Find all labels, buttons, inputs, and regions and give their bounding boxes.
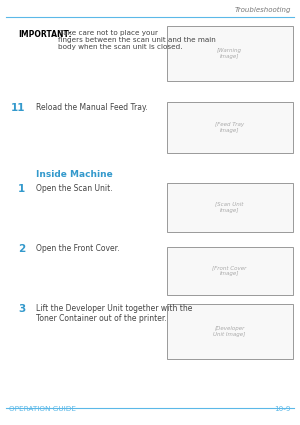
Text: Troubleshooting: Troubleshooting <box>235 7 291 13</box>
Text: [Feed Tray
Image]: [Feed Tray Image] <box>215 122 244 133</box>
Text: Open the Front Cover.: Open the Front Cover. <box>36 244 119 253</box>
Text: [Front Cover
Image]: [Front Cover Image] <box>212 266 247 276</box>
Text: 1: 1 <box>18 184 26 194</box>
Bar <box>167 26 292 81</box>
Text: Open the Scan Unit.: Open the Scan Unit. <box>36 184 112 193</box>
Bar <box>167 183 292 232</box>
Text: 3: 3 <box>18 304 26 314</box>
Text: OPERATION GUIDE: OPERATION GUIDE <box>9 406 76 412</box>
Text: 11: 11 <box>11 103 26 113</box>
Bar <box>167 246 292 295</box>
Text: Inside Machine: Inside Machine <box>36 170 113 179</box>
Text: Take care not to place your
fingers between the scan unit and the main
body when: Take care not to place your fingers betw… <box>58 30 216 50</box>
Bar <box>167 304 292 359</box>
Bar <box>167 102 292 153</box>
Text: 2: 2 <box>18 244 26 255</box>
Text: [Scan Unit
Image]: [Scan Unit Image] <box>215 202 244 212</box>
Text: Lift the Developer Unit together with the
Toner Container out of the printer.: Lift the Developer Unit together with th… <box>36 304 192 323</box>
Text: IMPORTANT:: IMPORTANT: <box>18 30 72 39</box>
Text: [Warning
Image]: [Warning Image] <box>217 48 242 59</box>
Text: Reload the Manual Feed Tray.: Reload the Manual Feed Tray. <box>36 103 148 112</box>
Text: [Developer
Unit Image]: [Developer Unit Image] <box>213 326 246 337</box>
Text: 10-9: 10-9 <box>274 406 291 412</box>
